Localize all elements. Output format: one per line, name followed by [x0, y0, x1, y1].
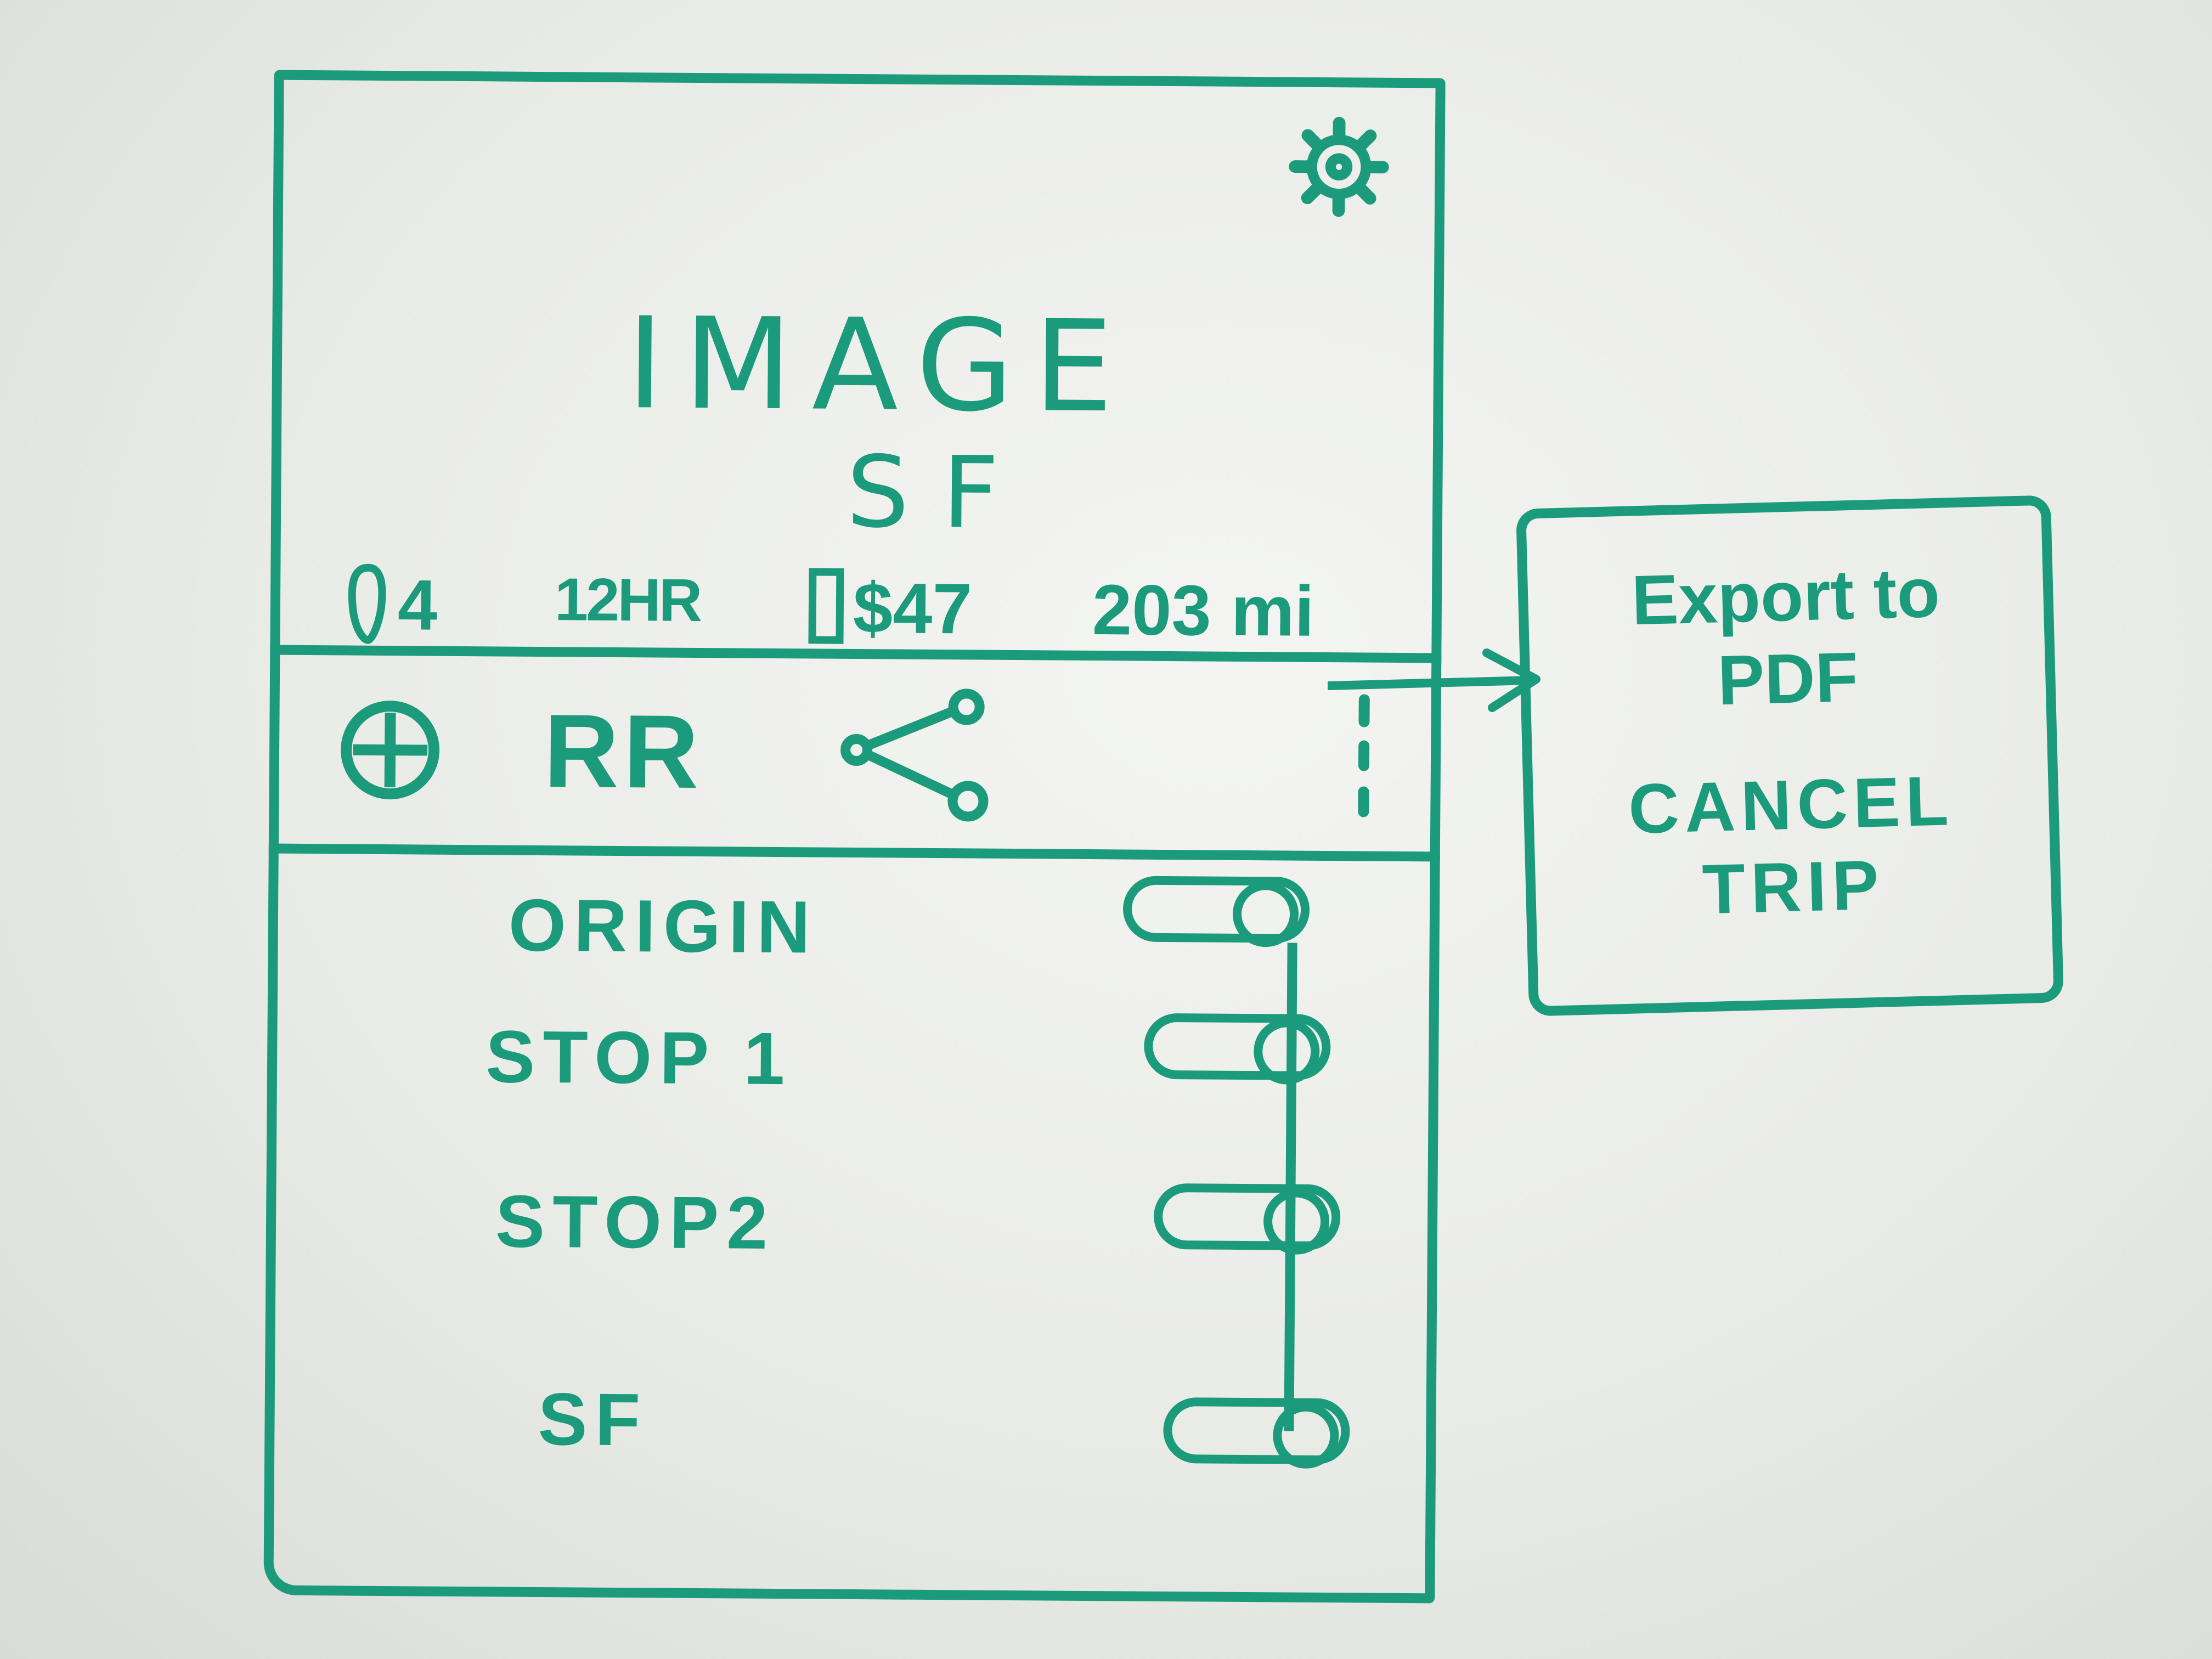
stop-toggle[interactable]: [1153, 1183, 1341, 1255]
more-vertical-icon: [1358, 694, 1370, 817]
location-pin-icon: [348, 563, 386, 644]
stop-toggle[interactable]: [1163, 1397, 1350, 1469]
list-item: SF: [274, 1375, 1426, 1493]
arrow-right-icon: [1328, 648, 1541, 712]
trip-stats: 4 12HR $47 203 mi: [313, 541, 1399, 669]
route-label: RR: [543, 693, 704, 811]
toggle-knob: [1272, 1402, 1339, 1469]
list-item: STOP2: [275, 1177, 1427, 1295]
stop-label: ORIGIN: [508, 883, 819, 969]
plus-circle-icon: [341, 701, 440, 800]
more-options-button[interactable]: [1347, 662, 1381, 851]
add-stop-button[interactable]: [335, 655, 445, 844]
toggle-knob: [1263, 1188, 1330, 1255]
list-item: ORIGIN: [278, 870, 1430, 988]
route-toolbar: RR: [268, 645, 1442, 862]
stop-label: STOP 1: [485, 1015, 793, 1101]
toggle-knob: [1232, 881, 1299, 947]
stop-toggle[interactable]: [1122, 876, 1310, 947]
list-item: STOP 1: [276, 1007, 1429, 1125]
share-button[interactable]: [834, 659, 1000, 849]
phone-frame: IMAGE SF 4 12HR $47 203 mi: [263, 70, 1446, 1604]
menu-item-export-pdf[interactable]: Export to PDF: [1630, 553, 1941, 720]
app-subtitle: SF: [846, 435, 1032, 551]
fuel-icon: [808, 568, 844, 644]
stops-count: 4: [397, 565, 438, 645]
toggle-knob: [1253, 1018, 1320, 1085]
share-icon: [840, 689, 989, 822]
duration-stat: 12HR: [555, 565, 701, 635]
app-title: IMAGE: [626, 291, 1133, 441]
stop-label: STOP2: [495, 1180, 776, 1265]
duration-value: 12HR: [554, 566, 701, 635]
menu-item-cancel-trip[interactable]: CANCEL TRIP: [1627, 761, 1955, 929]
gear-icon[interactable]: [1286, 114, 1391, 219]
stop-toggle[interactable]: [1143, 1013, 1331, 1085]
stops-list: ORIGIN STOP 1 STOP2 SF: [279, 870, 1430, 1469]
distance-value: 203 mi: [1092, 569, 1315, 651]
stop-label: SF: [538, 1378, 648, 1462]
overflow-menu: Export to PDF CANCEL TRIP: [1516, 495, 2064, 1017]
cost-stat: $47: [806, 566, 972, 650]
stops-stat: 4: [346, 563, 438, 646]
cost-value: $47: [853, 567, 973, 649]
distance-stat: 203 mi: [1092, 568, 1314, 652]
